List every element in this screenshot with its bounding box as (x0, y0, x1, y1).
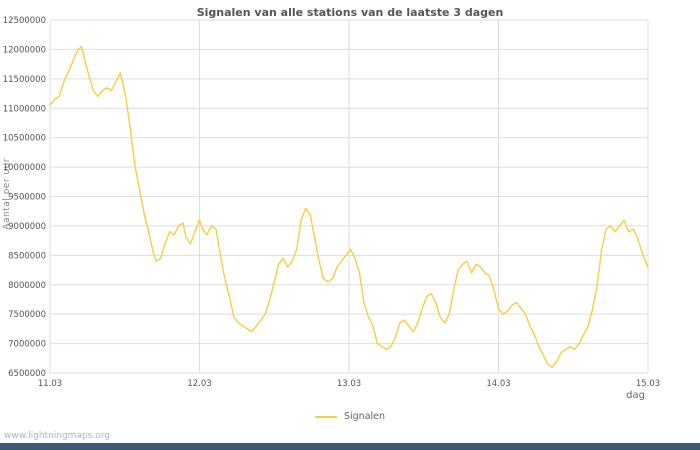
footer-bar (0, 443, 700, 450)
svg-text:13.03: 13.03 (337, 379, 361, 389)
svg-text:8000000: 8000000 (8, 281, 46, 291)
svg-text:7500000: 7500000 (8, 310, 46, 320)
legend-line-swatch (314, 415, 337, 418)
svg-text:11000000: 11000000 (3, 104, 46, 114)
svg-text:6500000: 6500000 (8, 369, 46, 379)
watermark: www.lightningmaps.org (4, 431, 110, 441)
svg-text:12.03: 12.03 (187, 379, 211, 389)
svg-text:8500000: 8500000 (8, 251, 46, 261)
svg-text:14.03: 14.03 (486, 379, 510, 389)
svg-text:9000000: 9000000 (8, 222, 46, 232)
x-axis-label: dag (626, 390, 645, 401)
svg-text:11.03: 11.03 (38, 379, 62, 389)
svg-text:12000000: 12000000 (3, 45, 46, 55)
svg-text:10000000: 10000000 (3, 163, 46, 173)
legend-label: Signalen (343, 411, 386, 422)
svg-text:10500000: 10500000 (3, 134, 46, 144)
svg-text:15.03: 15.03 (636, 379, 660, 389)
svg-text:12500000: 12500000 (3, 16, 46, 26)
signals-line-chart: 6500000 7000000 7500000 8000000 8500000 90000… (3, 16, 660, 389)
svg-text:11500000: 11500000 (3, 75, 46, 85)
chart-title: Signalen van alle stations van de laatst… (196, 6, 504, 19)
chart-legend: Signalen (0, 411, 700, 422)
svg-text:9500000: 9500000 (8, 193, 46, 203)
svg-text:7000000: 7000000 (8, 340, 46, 350)
